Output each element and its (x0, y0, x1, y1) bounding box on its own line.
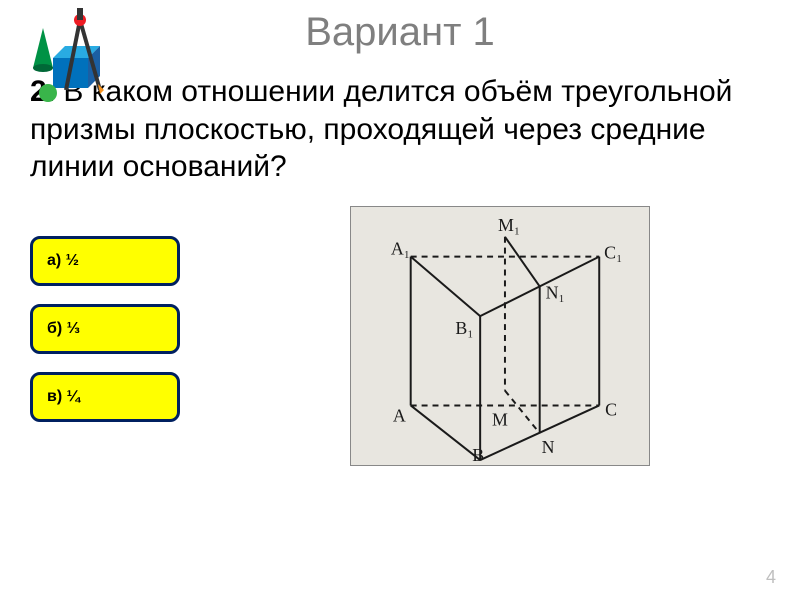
answer-label: б) ⅓ (47, 320, 80, 338)
answer-option-b[interactable]: б) ⅓ (30, 304, 180, 354)
label-C: C (605, 399, 617, 419)
label-A1: A₁ (391, 238, 410, 258)
label-M: M (492, 409, 508, 429)
content-row: а) ½ б) ⅓ в) ¼ (0, 186, 800, 466)
label-B1: B₁ (455, 318, 473, 338)
answer-label: в) ¼ (47, 388, 80, 406)
label-C1: C₁ (604, 242, 622, 262)
geometry-clipart (18, 8, 128, 103)
answer-label: а) ½ (47, 252, 79, 270)
prism-diagram: A₁ B₁ C₁ M₁ N₁ A B C M N B (350, 206, 650, 466)
question-body: В каком отношении делится объём треуголь… (30, 75, 732, 183)
label-N1: N₁ (546, 282, 565, 302)
label-M1: M₁ (498, 214, 520, 234)
answers-list: а) ½ б) ⅓ в) ¼ (30, 206, 230, 440)
label-N: N (542, 437, 555, 457)
answer-option-c[interactable]: в) ¼ (30, 372, 180, 422)
diagram-container: A₁ B₁ C₁ M₁ N₁ A B C M N B (230, 206, 770, 466)
page-number: 4 (766, 567, 776, 588)
svg-text:B: B (472, 445, 484, 465)
answer-option-a[interactable]: а) ½ (30, 236, 180, 286)
label-A: A (393, 405, 406, 425)
